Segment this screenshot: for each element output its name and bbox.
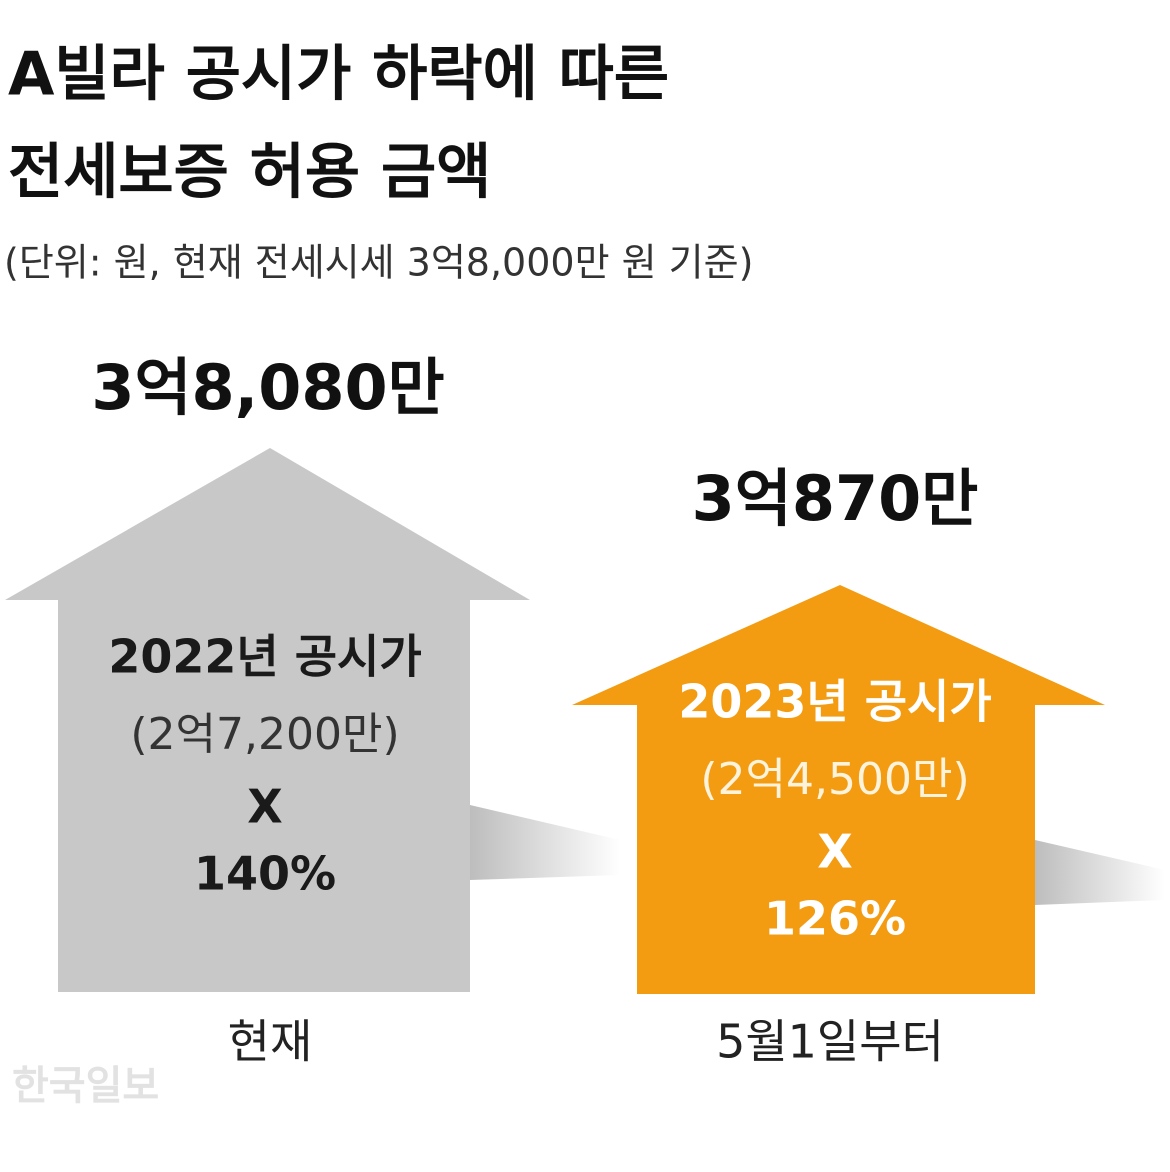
times: X [247, 780, 282, 834]
subtitle: (단위: 원, 현재 전세시세 3억8,000만 원 기준) [4, 241, 753, 285]
price: (2억4,500만) [700, 754, 969, 805]
amount: 3억870만 [692, 462, 979, 535]
times: X [817, 825, 852, 879]
arrow-orange [572, 585, 1105, 994]
arrow-gray [5, 448, 530, 992]
title-line-2: 전세보증 허용 금액 [8, 138, 491, 208]
basis: 2023년 공시가 [678, 675, 991, 729]
caption: 현재 [228, 1015, 313, 1069]
ratio: 140% [194, 847, 336, 901]
price: (2억7,200만) [130, 709, 399, 760]
watermark: 한국일보 [12, 1063, 159, 1109]
basis: 2022년 공시가 [108, 630, 421, 684]
title-line-1: A빌라 공시가 하락에 따른 [8, 40, 669, 110]
ratio: 126% [764, 892, 906, 946]
arrow-shadow [1035, 840, 1165, 905]
arrow-shadow [470, 805, 620, 880]
amount: 3억8,080만 [91, 351, 444, 424]
caption: 5월1일부터 [716, 1015, 944, 1069]
